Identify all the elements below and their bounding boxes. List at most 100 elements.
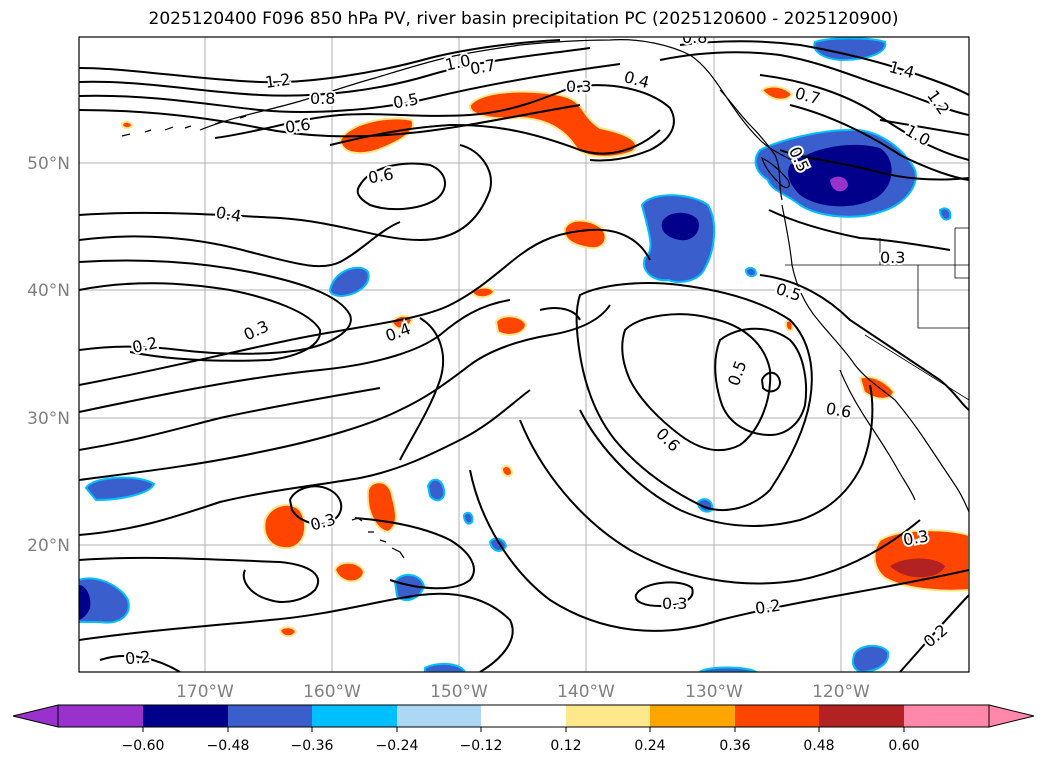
contour-line: [288, 485, 343, 526]
contour-line: [621, 313, 772, 452]
colorbar-tick-label: −0.48: [207, 738, 250, 754]
colorbar-segment: [650, 705, 735, 727]
contour-label: 0.6: [284, 115, 312, 137]
contour-line: [789, 104, 969, 181]
precip-blob-strong: [79, 585, 91, 620]
contour-line: [79, 47, 591, 97]
precip-blob: [328, 266, 370, 298]
contour-label: 0.6: [367, 164, 395, 187]
colorbar-tick-label: −0.12: [460, 738, 503, 754]
precip-blob: [426, 478, 446, 502]
lat-tick-label: 20°N: [27, 536, 70, 556]
lat-tick-label: 50°N: [27, 154, 70, 174]
contour-line: [575, 282, 813, 511]
precip-blob: [494, 315, 528, 336]
colorbar-segment: [397, 705, 481, 727]
precip-blob-strong: [788, 144, 892, 207]
contour-line: [519, 419, 921, 585]
contour-line: [329, 123, 661, 155]
contour-line: [79, 39, 561, 84]
colorbar-tick-label: 0.60: [888, 738, 919, 754]
contour-line: [759, 274, 969, 411]
contour-label: 0.3: [662, 594, 687, 613]
figure-title: 2025120400 F096 850 hPa PV, river basin …: [148, 9, 899, 29]
contour-line: [469, 469, 969, 632]
pv-contours: [79, 39, 969, 672]
colorbar-tick-label: −0.36: [291, 738, 334, 754]
lon-tick-label: 130°W: [685, 682, 743, 702]
contour-line: [768, 209, 951, 251]
us-west-coast: [781, 204, 969, 513]
colorbar-segment: [143, 705, 228, 727]
colorbar-tick-label: −0.60: [122, 738, 165, 754]
contour-line: [79, 228, 651, 386]
lat-tick-label: 30°N: [27, 409, 70, 429]
contour-label: 0.3: [880, 248, 905, 267]
contour-line: [679, 40, 969, 96]
lat-tick-label: 40°N: [27, 281, 70, 301]
precip-blob: [813, 37, 887, 62]
colorbar-tick-label: 0.24: [634, 738, 665, 754]
lon-tick-label: 160°W: [303, 682, 361, 702]
contour-line: [79, 104, 581, 138]
lon-tick-label: 170°W: [176, 682, 234, 702]
colorbar-tick-label: 0.36: [719, 738, 750, 754]
colorbar-segment: [481, 705, 566, 727]
contour-label: 1.2: [264, 70, 292, 92]
contour-line: [99, 654, 181, 672]
contour-line: [79, 387, 381, 451]
bc-coast: [719, 89, 783, 201]
colorbar-segment: [819, 705, 904, 727]
precip-blob: [760, 85, 794, 101]
lon-tick-label: 140°W: [557, 682, 615, 702]
contour-line: [354, 517, 475, 590]
contour-line: [356, 162, 446, 211]
precip-blob: [563, 219, 607, 250]
precip-blob: [744, 266, 758, 278]
colorbar-segment: [566, 705, 650, 727]
contour-line: [579, 384, 874, 527]
precip-blob: [500, 465, 514, 477]
baja-california: [839, 369, 916, 501]
contour-line: [760, 371, 782, 393]
precip-blob: [393, 574, 426, 602]
colorbar-tick-label: 0.48: [803, 738, 834, 754]
contour-line: [399, 317, 445, 461]
contour-line: [79, 389, 531, 536]
precip-blob: [278, 626, 298, 638]
colorbar-segment: [904, 705, 989, 727]
colorbar: −0.60 −0.48 −0.36 −0.24 −0.12 0.12 0.24 …: [12, 704, 1035, 754]
precip-blob: [84, 476, 156, 502]
contour-line: [79, 144, 492, 242]
contour-line: [79, 304, 611, 481]
contour-line: [779, 149, 969, 181]
colorbar-tick-label: −0.24: [376, 738, 419, 754]
colorbar-segment: [58, 705, 143, 727]
contour-line: [79, 63, 621, 113]
contour-line: [659, 51, 969, 116]
precip-blob: [263, 503, 307, 550]
colorbar-extend-high: [988, 704, 1035, 728]
precip-blob: [698, 666, 758, 672]
colorbar-segment: [735, 705, 819, 727]
borders: [785, 227, 969, 401]
aleutian-islands: [121, 115, 247, 137]
contour-line: [214, 84, 675, 162]
colorbar-extend-low: [12, 704, 59, 728]
contour-label: 0.2: [124, 647, 151, 668]
contour-label: 0.8: [310, 89, 335, 108]
colorbar-tick-label: 0.12: [550, 738, 581, 754]
contour-label: 0.2: [754, 596, 782, 618]
colorbar-frame: [57, 704, 990, 728]
contour-label: 0.8: [682, 28, 707, 47]
precip-blob: [462, 511, 474, 525]
precip-blob: [851, 644, 890, 672]
vancouver-island: [761, 156, 790, 189]
contour-line: [899, 594, 969, 672]
colorbar-segment: [312, 705, 397, 727]
contour-line: [79, 282, 322, 362]
negative-precip-fills: [79, 37, 952, 672]
contour-line: [539, 307, 581, 321]
contour-line: [879, 119, 969, 136]
